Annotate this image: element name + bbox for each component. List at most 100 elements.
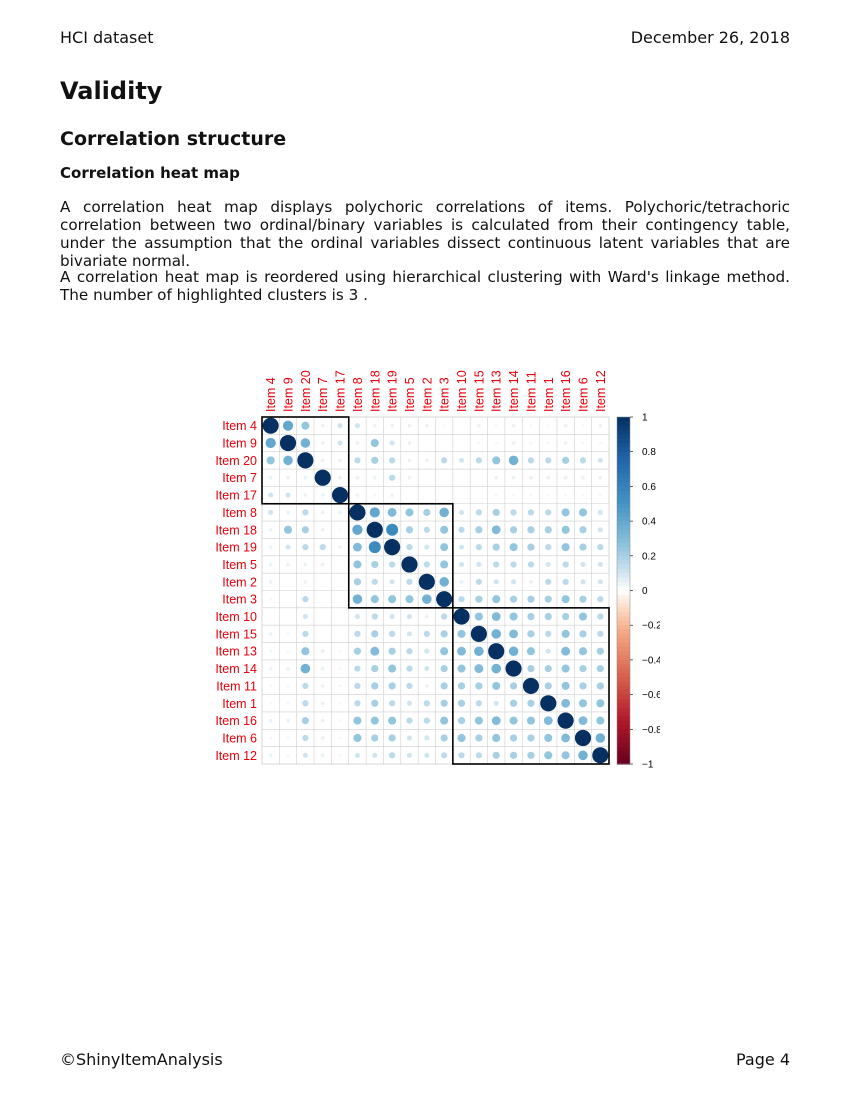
colorbar-segment xyxy=(617,551,630,557)
colorbar-segment xyxy=(617,677,630,683)
heatmap-cell-circle xyxy=(319,543,326,551)
heatmap-cell-circle xyxy=(440,525,449,534)
page-header-right: December 26, 2018 xyxy=(630,28,790,47)
heatmap-cell-circle xyxy=(440,543,449,552)
colorbar-segment xyxy=(617,668,630,674)
heatmap-cell-circle xyxy=(405,508,414,517)
heatmap-cell-circle xyxy=(406,735,413,741)
heatmap-cell-circle xyxy=(423,561,430,568)
heatmap-cell-circle xyxy=(564,493,568,497)
colorbar-segment xyxy=(617,525,630,531)
colorbar-segment xyxy=(617,521,630,527)
heatmap-cell-circle xyxy=(388,700,396,707)
heatmap-cell-circle xyxy=(371,682,379,690)
heatmap-cell-circle xyxy=(268,632,273,636)
heatmap-cell-circle xyxy=(297,452,314,469)
colorbar-segment xyxy=(617,512,630,518)
heatmap-cell-circle xyxy=(354,423,360,429)
heatmap-cell-circle xyxy=(354,457,361,464)
colorbar-segment xyxy=(617,633,630,639)
heatmap-cell-circle xyxy=(406,631,413,637)
heatmap-cell-circle xyxy=(390,423,394,428)
colorbar-segment xyxy=(617,469,630,474)
heatmap-cell-circle xyxy=(474,612,483,621)
paragraph-heatmap-description: A correlation heat map displays polychor… xyxy=(60,198,790,270)
heatmap-cell-circle xyxy=(545,648,551,654)
heatmap-cell-circle xyxy=(475,543,483,551)
heatmap-cell-circle xyxy=(303,562,308,567)
heatmap-cell-circle xyxy=(354,665,361,672)
colorbar-segment xyxy=(617,603,630,609)
colorbar-segment xyxy=(617,586,630,592)
heatmap-cell-circle xyxy=(388,664,397,673)
y-axis-label: Item 12 xyxy=(215,749,257,763)
heatmap-cell-circle xyxy=(352,594,363,604)
x-axis-label: Item 18 xyxy=(368,370,382,412)
heatmap-cell-circle xyxy=(407,458,412,463)
colorbar-segment xyxy=(617,547,630,553)
heatmap-cell-circle xyxy=(302,700,309,707)
heatmap-cell-circle xyxy=(440,560,449,569)
heatmap-cell-circle xyxy=(353,647,362,655)
colorbar-segment xyxy=(617,464,630,470)
colorbar-segment xyxy=(617,581,630,587)
heatmap-cell-circle xyxy=(492,508,500,517)
heatmap-cell-circle xyxy=(436,591,453,608)
heatmap-cell-circle xyxy=(561,751,570,760)
heatmap-cell-circle xyxy=(371,578,378,585)
heatmap-cell-circle xyxy=(388,647,396,655)
heatmap-cell-circle xyxy=(544,682,552,690)
colorbar-segment xyxy=(617,694,630,700)
heatmap-cell-circle xyxy=(338,753,342,757)
y-axis-label: Item 5 xyxy=(222,558,257,572)
colorbar-segment xyxy=(617,659,630,665)
heatmap-cell-circle xyxy=(423,508,431,517)
heatmap-cell-circle xyxy=(353,578,362,586)
heatmap-cell-circle xyxy=(491,663,502,674)
heatmap-cell-circle xyxy=(475,509,483,516)
heatmap-cell-circle xyxy=(386,523,399,536)
colorbar-segment xyxy=(617,495,630,501)
heatmap-cell-circle xyxy=(545,543,552,551)
heatmap-cell-circle xyxy=(425,423,429,428)
x-axis-label: Item 9 xyxy=(282,377,296,412)
heatmap-cell-circle xyxy=(338,649,342,653)
heatmap-cell-circle xyxy=(509,699,518,707)
heatmap-cell-circle xyxy=(457,717,466,725)
heatmap-cell-circle xyxy=(286,666,290,671)
heatmap-cell-circle xyxy=(561,525,570,534)
colorbar-segment xyxy=(617,456,630,461)
colorbar-segment xyxy=(617,508,630,514)
heatmap-cell-circle xyxy=(338,510,342,515)
page-footer-left: ©ShinyItemAnalysis xyxy=(60,1050,223,1069)
heatmap-cell-circle xyxy=(302,596,309,603)
heatmap-cell-circle xyxy=(423,717,430,724)
paragraph-clustering-description: A correlation heat map is reordered usin… xyxy=(60,268,790,304)
y-axis-label: Item 4 xyxy=(222,419,257,433)
cluster-rectangle xyxy=(452,607,610,765)
heatmap-cell-circle xyxy=(406,682,413,690)
heatmap-cell-circle xyxy=(353,542,362,552)
heatmap-cell-circle xyxy=(439,577,449,587)
heatmap-cell-circle xyxy=(544,664,552,673)
heatmap-cell-circle xyxy=(418,573,435,590)
heatmap-cell-circle xyxy=(457,699,466,707)
heatmap-cell-circle xyxy=(269,684,273,688)
heatmap-cell-circle xyxy=(286,562,290,567)
heatmap-cell-circle xyxy=(509,526,518,534)
heatmap-cell-circle xyxy=(596,647,604,655)
heatmap-cell-circle xyxy=(563,475,568,480)
heatmap-cell-circle xyxy=(338,458,342,463)
heatmap-cell-circle xyxy=(354,700,361,707)
heatmap-cell-circle xyxy=(474,664,484,673)
page-footer-right: Page 4 xyxy=(736,1050,790,1069)
colorbar-tick-label: 0.2 xyxy=(642,551,656,562)
heatmap-cell-circle xyxy=(371,630,379,638)
heatmap-cell-circle xyxy=(389,440,395,446)
heatmap-cell-circle xyxy=(300,438,311,448)
colorbar-segment xyxy=(617,451,630,457)
heatmap-cell-circle xyxy=(302,752,308,758)
heatmap-cell-circle xyxy=(370,438,379,448)
heatmap-cell-circle xyxy=(384,539,401,556)
